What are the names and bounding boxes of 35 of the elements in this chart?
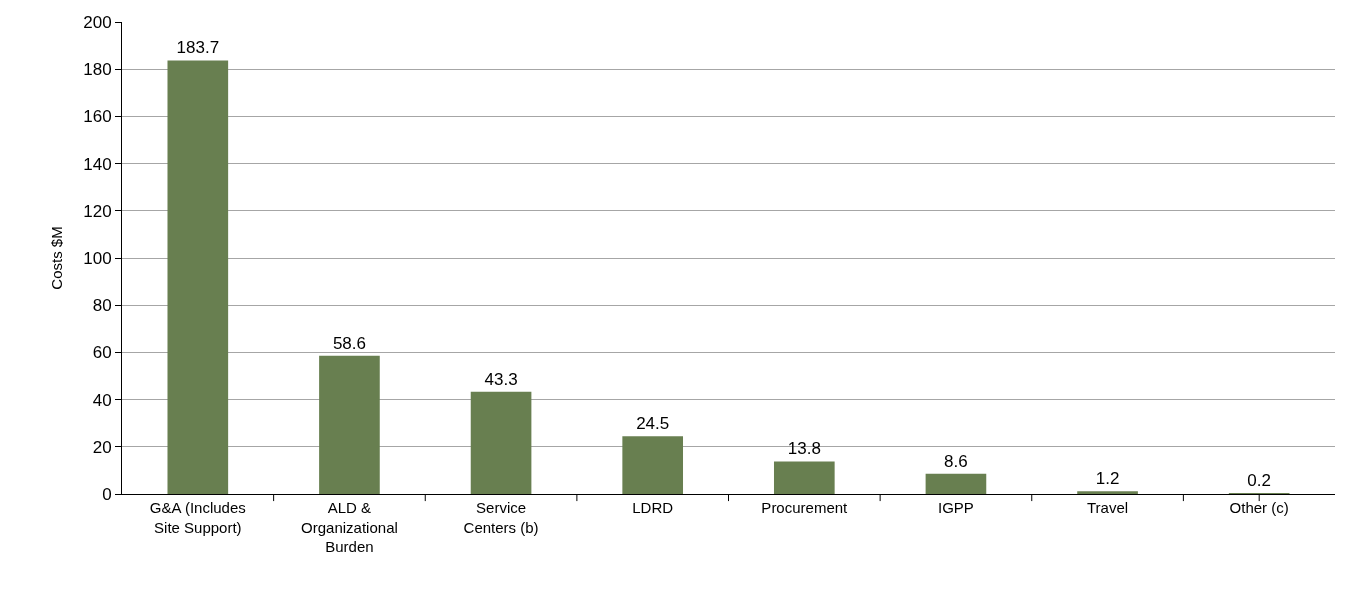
- x-tick-label: G&A (Includes Site Support): [149, 499, 246, 536]
- y-tick-label: 180: [83, 60, 112, 80]
- y-tick-label: 120: [83, 201, 112, 221]
- y-tick-label: 40: [92, 390, 112, 410]
- bar: [470, 391, 532, 494]
- y-tick-label: 60: [92, 343, 112, 363]
- bar: [319, 355, 380, 494]
- bar: [167, 60, 229, 494]
- y-tick-label: 100: [83, 248, 112, 268]
- x-tick-label: Other (c): [1229, 499, 1289, 516]
- data-label: 0.2: [1247, 471, 1272, 490]
- y-tick-label: 80: [92, 296, 112, 316]
- data-label: 43.3: [484, 369, 518, 389]
- data-label: 13.8: [787, 439, 821, 459]
- x-tick-label: IGPP: [938, 499, 974, 516]
- y-tick-label: 20: [92, 437, 112, 457]
- y-tick-label: 0: [102, 484, 112, 504]
- y-tick-label: 200: [83, 12, 112, 32]
- bar: [925, 473, 987, 494]
- bar: [773, 461, 835, 494]
- data-label: 183.7: [176, 38, 220, 58]
- y-tick-label: 160: [83, 107, 112, 127]
- x-tick-label: Travel: [1087, 499, 1129, 516]
- y-axis-title: Costs $M: [48, 226, 66, 290]
- data-label: 8.6: [944, 451, 968, 471]
- x-tick-label: Procurement: [761, 499, 849, 516]
- x-tick-label: LDRD: [632, 499, 674, 516]
- data-label: 1.2: [1095, 469, 1120, 489]
- bar: [622, 436, 684, 494]
- data-label: 24.5: [636, 414, 670, 434]
- bar: [1077, 491, 1138, 494]
- x-tick-label: ALD & Organizational Burden: [301, 499, 398, 555]
- y-tick-label: 140: [83, 154, 112, 174]
- x-tick-label: Service Centers (b): [463, 499, 539, 536]
- data-label: 58.6: [332, 333, 366, 353]
